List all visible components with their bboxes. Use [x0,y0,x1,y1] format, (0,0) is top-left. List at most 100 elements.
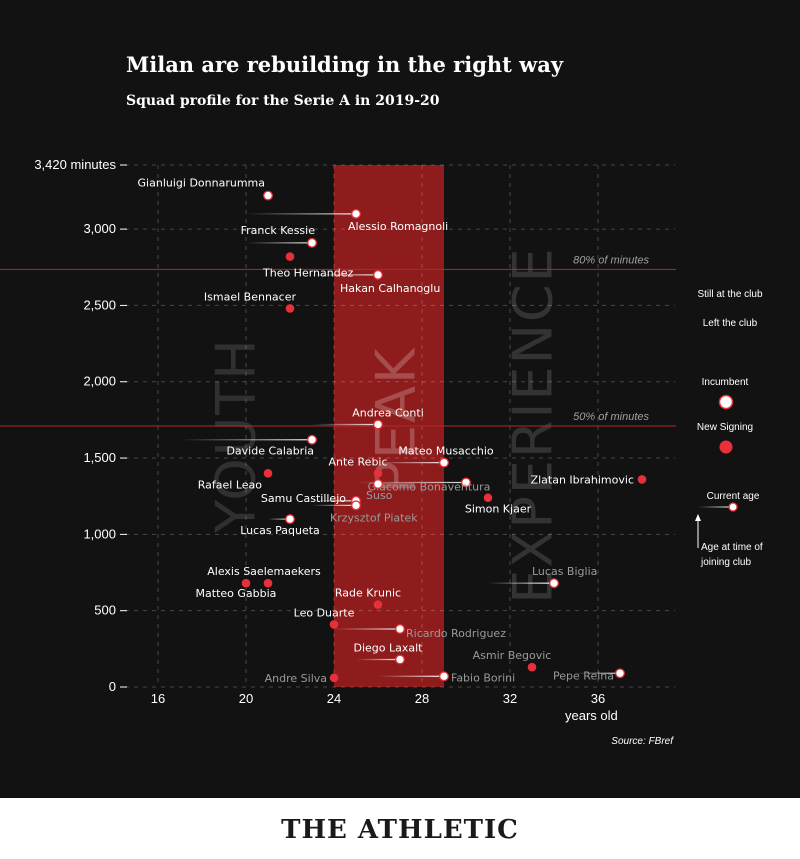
player-label: Mateo Musacchio [398,445,494,458]
player-label: Simon Kjaer [465,503,532,516]
player-dot [373,419,383,430]
player-label: Alessio Romagnoli [348,220,448,233]
player-label: Hakan Calhanoglu [340,282,440,295]
player-lucas-biglia: Lucas Biglia [488,565,597,589]
player-rade-krunic: Rade Krunic [335,587,401,609]
legend-age-at-joining: Age at time of joining club [700,542,763,568]
reference-label: 80% of minutes [573,254,649,266]
player-dot [527,662,537,672]
player-label: Ante Rebic [328,455,387,468]
x-tick-label: 16 [151,691,165,706]
player-leo-duarte: Leo Duarte [294,606,355,629]
player-samu-castillejo: Samu Castillejo [261,492,361,506]
player-label: Samu Castillejo [261,492,346,505]
x-tick-label: 20 [239,691,253,706]
player-dot [263,578,273,588]
y-tick-label: 3,420 minutes [34,157,116,172]
player-label: Zlatan Ibrahimovic [531,473,634,486]
source-note: Source: FBref [611,736,674,747]
player-dot [307,237,317,248]
legend-incumbent-dot [718,394,734,410]
player-label: Matteo Gabbia [196,587,277,600]
y-tick-label: 0 [109,679,116,694]
player-label: Theo Hernandez [262,267,353,280]
player-label: Davide Calabria [226,445,314,458]
player-diego-laxalt: Diego Laxalt [354,642,424,665]
player-dot [329,620,339,629]
player-dot [285,514,295,525]
legend-still-at-club: Still at the club [697,289,762,300]
player-dot [549,578,559,589]
legend-new-signing-dot [719,440,733,454]
player-dot [373,600,383,609]
player-dot [285,304,295,313]
player-andre-silva: Andre Silva [265,672,339,685]
player-ricardo-rodriguez: Ricardo Rodriguez [334,624,506,640]
x-tick-label: 28 [415,691,429,706]
y-tick-label: 1,500 [83,450,116,465]
x-tick-label: 36 [591,691,605,706]
y-tick-label: 2,000 [83,374,116,389]
player-pepe-reina: Pepe Reina [553,668,625,682]
player-alexis-saelemaekers: Alexis Saelemaekers [207,565,321,588]
player-label: Gianluigi Donnarumma [138,177,265,190]
player-dot [285,252,295,261]
y-tick-label: 3,000 [83,221,116,236]
x-tick-label: 32 [503,691,517,706]
legend-left-club: Left the club [703,318,758,329]
player-label: Diego Laxalt [354,642,424,655]
player-simon-kjaer: Simon Kjaer [465,493,532,516]
player-dot [351,208,361,219]
player-krzysztof-piatek: Krzysztof Piatek [312,500,418,524]
player-andrea-conti: Andrea Conti [312,406,424,430]
player-zlatan-ibrahimovic: Zlatan Ibrahimovic [531,473,647,486]
player-dot [395,624,405,634]
player-label: Giacomo Bonaventura [368,480,491,493]
legend-current-age: Current age [707,491,760,502]
player-label: Ismael Bennacer [204,290,297,303]
player-suso: Suso [366,479,393,502]
player-franck-kessie: Franck Kessie [241,224,317,248]
player-dot [439,457,449,468]
legend-new-signing: New Signing [697,422,753,433]
y-tick-label: 500 [94,603,116,618]
zone-label: YOUTH [205,337,268,534]
player-asmir-begovic: Asmir Begovic [473,649,552,672]
player-dot [373,479,383,489]
zone-label: PEAK [365,346,428,493]
player-label: Leo Duarte [294,606,355,619]
player-dot [439,671,449,682]
legend-incumbent: Incumbent [702,377,749,388]
player-dot [373,469,383,478]
player-ismael-bennacer: Ismael Bennacer [204,290,297,313]
player-dot [329,673,339,683]
player-ante-rebic: Ante Rebic [328,455,388,478]
player-dot [307,434,317,445]
player-label: Krzysztof Piatek [330,511,418,524]
player-hakan-calhanoglu: Hakan Calhanoglu [312,269,440,295]
player-rafael-leao: Rafael Leao [198,469,273,491]
player-label: Asmir Begovic [473,649,552,662]
legend-current-age-dot [728,502,738,512]
reference-label: 50% of minutes [573,411,649,423]
player-label: Rafael Leao [198,478,263,491]
player-label: Alexis Saelemaekers [207,565,321,578]
player-lucas-paqueta: Lucas Paqueta [240,514,320,537]
player-label: Ricardo Rodriguez [406,627,506,640]
x-axis-label: years old [565,708,618,723]
chart-subtitle: Squad profile for the Serie A in 2019-20 [126,93,440,109]
player-label: Lucas Biglia [532,565,597,578]
player-dot [241,578,251,588]
player-dot [263,469,273,478]
player-theo-hernandez: Theo Hernandez [262,252,353,280]
y-tick-label: 2,500 [83,297,116,312]
player-label: Andre Silva [265,672,327,685]
player-label: Suso [366,489,393,502]
player-fabio-borini: Fabio Borini [378,671,515,684]
player-label: Lucas Paqueta [240,524,320,537]
x-tick-label: 24 [327,691,341,706]
footer-background [0,798,800,859]
player-alessio-romagnoli: Alessio Romagnoli [246,208,448,233]
